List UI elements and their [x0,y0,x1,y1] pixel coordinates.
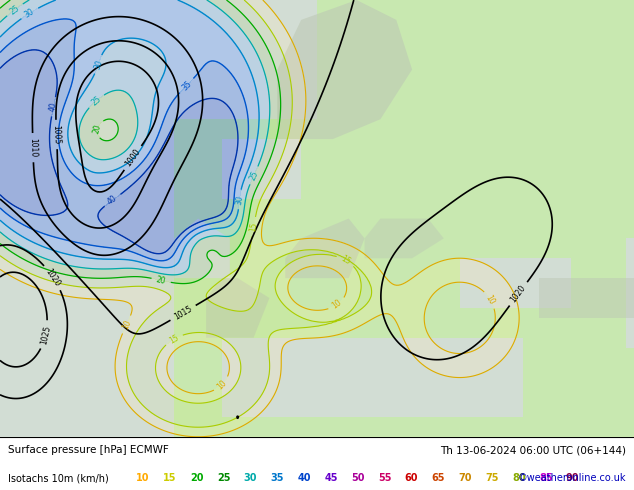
Text: 10: 10 [484,293,496,306]
Polygon shape [79,0,317,119]
Polygon shape [206,278,269,338]
Text: Isotachs 10m (km/h): Isotachs 10m (km/h) [8,473,108,483]
Text: ©weatheronline.co.uk: ©weatheronline.co.uk [518,473,626,483]
Text: 25: 25 [8,3,22,16]
Text: 15: 15 [167,333,180,345]
Text: 20: 20 [92,123,103,134]
Polygon shape [626,239,634,348]
Polygon shape [539,278,634,318]
Text: 25: 25 [89,94,103,107]
Text: 25: 25 [217,473,230,483]
Text: 50: 50 [351,473,365,483]
Text: 10: 10 [136,473,150,483]
Text: 20: 20 [155,275,167,286]
Text: 40: 40 [297,473,311,483]
Text: 1020: 1020 [509,283,527,304]
Text: 40: 40 [106,194,119,207]
Text: 15: 15 [249,221,259,232]
Text: Th 13-06-2024 06:00 UTC (06+144): Th 13-06-2024 06:00 UTC (06+144) [441,445,626,455]
Text: 35: 35 [271,473,284,483]
Polygon shape [285,219,365,278]
Text: Surface pressure [hPa] ECMWF: Surface pressure [hPa] ECMWF [8,445,169,455]
Text: 35: 35 [180,79,193,92]
Text: 70: 70 [458,473,472,483]
Text: 25: 25 [248,169,260,182]
Polygon shape [222,139,301,198]
Text: 80: 80 [512,473,526,483]
Text: 40: 40 [48,101,59,112]
Text: 1025: 1025 [39,324,52,345]
Text: 15: 15 [339,254,352,267]
Text: 30: 30 [23,7,36,20]
Polygon shape [174,219,230,278]
Text: 30: 30 [243,473,257,483]
Text: 10: 10 [120,318,133,331]
Text: 1020: 1020 [44,267,62,288]
Text: 20: 20 [190,473,204,483]
Text: 30: 30 [235,194,245,205]
Text: 10: 10 [330,298,344,311]
Text: 1000: 1000 [124,147,142,169]
Text: 1010: 1010 [29,138,38,157]
Text: 65: 65 [432,473,445,483]
Text: 15: 15 [163,473,177,483]
Polygon shape [222,338,523,417]
Text: 55: 55 [378,473,391,483]
Text: 1005: 1005 [51,124,61,145]
Polygon shape [0,0,174,437]
Text: 90: 90 [566,473,579,483]
Text: 75: 75 [486,473,499,483]
Text: 60: 60 [405,473,418,483]
Polygon shape [365,219,444,258]
Text: 30: 30 [93,58,104,71]
Polygon shape [460,258,571,308]
Text: 1015: 1015 [172,304,193,321]
Polygon shape [278,0,412,139]
Text: 10: 10 [216,378,228,391]
Text: 45: 45 [324,473,338,483]
Text: 85: 85 [539,473,553,483]
